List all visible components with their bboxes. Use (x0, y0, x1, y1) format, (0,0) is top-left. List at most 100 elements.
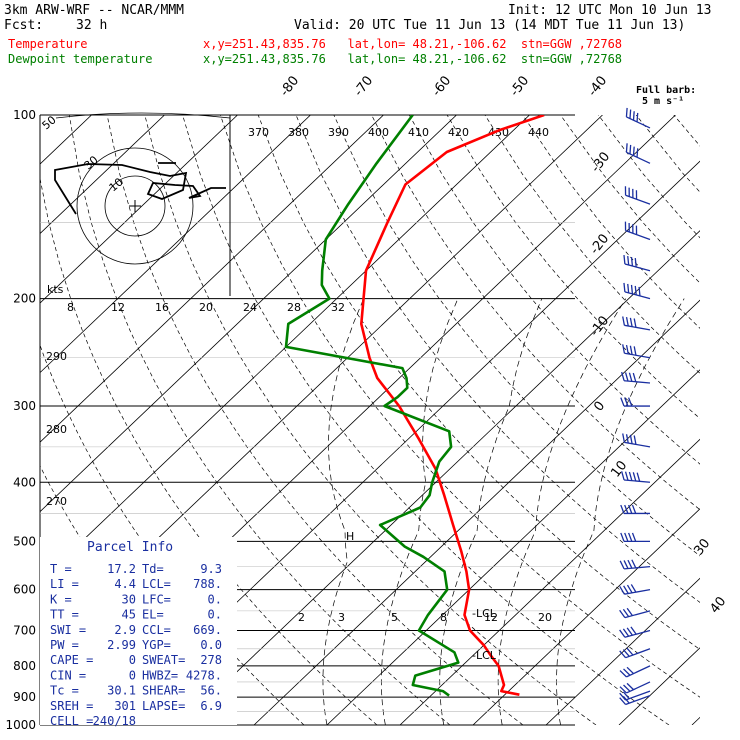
parcel-row: LI = 4.4 LCL= 788. (50, 577, 222, 591)
parcel-value: 0 (129, 653, 136, 667)
wind-barb (622, 433, 651, 448)
dry-adiabat (220, 115, 700, 698)
wind-barb (619, 559, 651, 570)
parcel-key: SHEAR= (142, 684, 185, 698)
wind-barb (619, 584, 651, 595)
isotherm (180, 230, 700, 725)
wind-barb-flag (625, 317, 629, 327)
wind-barb-flag (628, 372, 633, 382)
parcel-key: SWI = (50, 623, 86, 637)
wind-barb-flag (623, 282, 626, 292)
wind-barb-staff (625, 690, 651, 701)
hodograph-speed-label: 8 (67, 301, 74, 314)
theta-left-label: 270 (46, 495, 67, 508)
wind-barb-flag (622, 649, 630, 657)
parcel-row: TT = 45 EL= 0. (50, 608, 222, 622)
wind-barb (623, 282, 651, 300)
dry-adiabat (560, 115, 700, 284)
isotherm (399, 438, 700, 725)
wind-barb-flag (619, 686, 627, 694)
wind-barb-flag (626, 607, 633, 616)
wind-barb-flag (636, 148, 639, 158)
pressure-label-200: 200 (13, 292, 36, 306)
isotherm (253, 299, 700, 725)
wind-barb (622, 316, 651, 331)
wind-barb-staff (624, 380, 651, 384)
wind-barb-flag (624, 504, 629, 514)
parcel-key: TT = (50, 608, 79, 622)
hodograph-speed-label: 32 (331, 301, 345, 314)
parcel-row: CIN = 0 HWBZ= 4278. (50, 668, 222, 682)
isotherm (545, 577, 700, 725)
wind-barb-flag (633, 318, 637, 328)
hodograph-ring-label: 30 (82, 153, 101, 172)
theta-label: 420 (448, 126, 469, 139)
parcel-key: CIN = (50, 668, 86, 682)
mixing-ratio-label: 8 (440, 611, 447, 624)
parcel-key: SREH = (50, 699, 93, 713)
dry-adiabat (371, 115, 700, 511)
wind-barb-flag (629, 144, 632, 155)
parcel-key: CELL = (50, 714, 93, 728)
wind-barb-flag (622, 433, 626, 443)
isotherm (40, 115, 238, 304)
wind-barbs (619, 107, 651, 706)
parcel-key: HWBZ= (142, 668, 178, 682)
wind-barb-flag (621, 471, 625, 481)
wind-barb (619, 647, 651, 659)
wind-barb-staff (624, 565, 651, 570)
wind-barb-flag (625, 344, 629, 355)
wind-barb-flag (629, 317, 633, 327)
parcel-info-title: Parcel Info (87, 540, 173, 555)
skew-temp-label: -40 (585, 73, 610, 99)
wind-barb-flag (619, 586, 625, 595)
pressure-label-100: 100 (13, 108, 36, 122)
parcel-value: 0.0 (200, 638, 222, 652)
dry-adiabat (446, 115, 700, 419)
parcel-value: 30 (122, 592, 136, 606)
mixing-ratio-label: 20 (538, 611, 552, 624)
wind-barb-staff (624, 441, 651, 448)
wind-barb-flag (629, 345, 633, 355)
parcel-row: K = 30 LFC= 0. (50, 592, 222, 606)
wind-barb-staff (625, 194, 651, 205)
mixing-ratio-label: 2 (298, 611, 305, 624)
barb-legend-title: Full barb: (636, 85, 697, 96)
wind-barb-flag (633, 346, 637, 356)
wind-barb-flag (623, 668, 631, 676)
wind-barb (619, 681, 651, 694)
hodograph-speed-label: 12 (111, 301, 125, 314)
wind-barb-flag (638, 286, 641, 297)
skew-temp-label: -80 (277, 73, 302, 99)
hodograph-ring (76, 147, 194, 265)
mixing-ratio-label: 3 (338, 611, 345, 624)
wind-barb-flag (636, 472, 641, 482)
parcel-row: SWI = 2.9 CCL= 669. (50, 623, 222, 637)
parcel-key: PW = (50, 638, 79, 652)
skew-temp-label: -60 (429, 73, 454, 99)
parcel-row: CAPE = 0 SWEAT= 278 (50, 653, 222, 667)
dewpoint-location: x,y=251.43,835.76 lat,lon= 48.21,-106.62… (203, 52, 623, 66)
parcel-value: 4278. (186, 668, 222, 682)
parcel-value: 788. (193, 577, 222, 591)
isotherm (40, 115, 311, 374)
wind-barb-flag (625, 434, 629, 444)
wind-barb-flag (626, 584, 633, 594)
wind-barb-flag (629, 109, 632, 119)
dry-adiabat (295, 115, 700, 603)
wind-barb (624, 186, 651, 205)
parcel-row: Tc = 30.1 SHEAR= 56. (50, 684, 222, 698)
parcel-row: SREH = 301 LAPSE= 6.9 (50, 699, 222, 713)
hodograph-ring-label: 50 (40, 113, 59, 132)
wind-barb-flag (627, 255, 630, 266)
parcel-value: 9.3 (200, 562, 222, 576)
wind-barb-flag (623, 585, 629, 594)
parcel-row: T = 17.2 Td= 9.3 (50, 562, 222, 576)
parcel-value: 0. (208, 592, 222, 606)
temperature-trace (360, 115, 545, 696)
wind-barb-flag (619, 609, 626, 618)
dry-adiabat (598, 115, 700, 239)
wind-barb (621, 471, 651, 483)
